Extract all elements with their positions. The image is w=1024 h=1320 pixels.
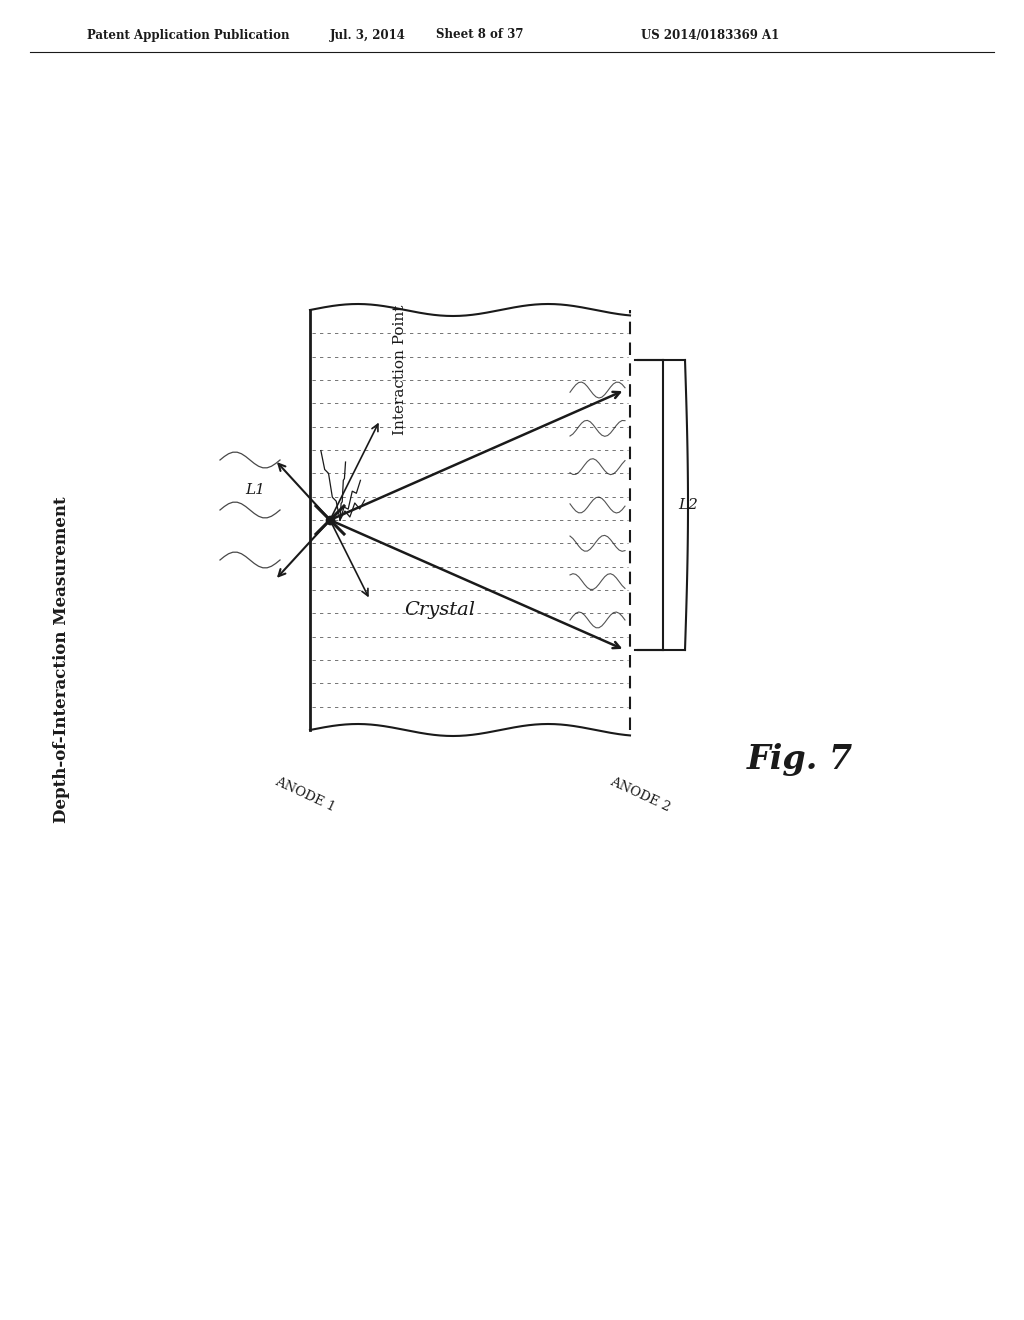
- Text: US 2014/0183369 A1: US 2014/0183369 A1: [641, 29, 779, 41]
- Text: Fig. 7: Fig. 7: [746, 743, 853, 776]
- Text: Depth-of-Interaction Measurement: Depth-of-Interaction Measurement: [53, 496, 71, 824]
- Text: Jul. 3, 2014: Jul. 3, 2014: [330, 29, 406, 41]
- Text: Patent Application Publication: Patent Application Publication: [87, 29, 290, 41]
- Text: Interaction Point: Interaction Point: [393, 305, 407, 436]
- Text: ANODE 2: ANODE 2: [608, 775, 672, 814]
- Text: Crystal: Crystal: [404, 601, 475, 619]
- Text: L1: L1: [245, 483, 265, 498]
- Text: ANODE 1: ANODE 1: [272, 775, 337, 814]
- Text: Sheet 8 of 37: Sheet 8 of 37: [436, 29, 523, 41]
- Text: L2: L2: [678, 498, 698, 512]
